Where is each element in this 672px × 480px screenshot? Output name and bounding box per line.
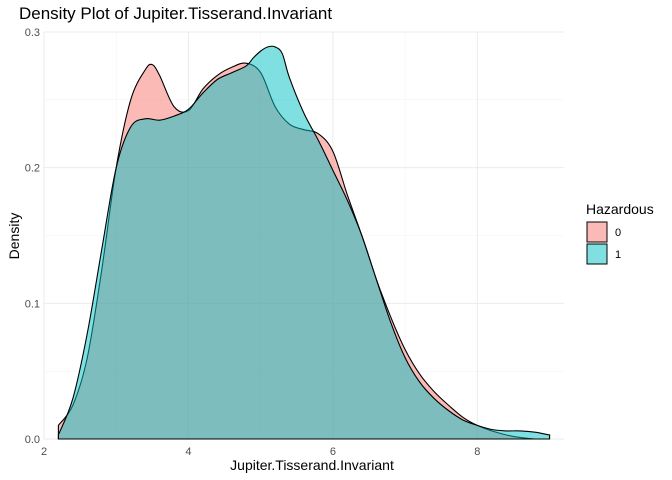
y-tick-label: 0.2 [25, 163, 40, 175]
x-tick-label: 8 [474, 446, 480, 458]
x-tick-label: 2 [41, 446, 47, 458]
x-axis-title: Jupiter.Tisserand.Invariant [230, 457, 394, 473]
legend: Hazardous 0 1 [586, 201, 654, 265]
legend-label-1: 1 [615, 249, 621, 261]
x-tick-label: 6 [330, 446, 336, 458]
legend-swatch-0 [586, 221, 608, 243]
y-tick-label: 0.0 [25, 434, 40, 446]
legend-swatch-1 [586, 243, 608, 265]
x-tick-label: 4 [185, 446, 191, 458]
chart-title: Density Plot of Jupiter.Tisserand.Invari… [19, 4, 332, 23]
tick-labels: 2 4 6 8 0.0 0.1 0.2 0.3 [25, 27, 481, 458]
y-tick-label: 0.3 [25, 27, 40, 39]
legend-title: Hazardous [586, 201, 654, 217]
density-areas [57, 45, 551, 440]
y-tick-label: 0.1 [25, 298, 40, 310]
density-area-1 [57, 45, 551, 440]
legend-label-0: 0 [615, 227, 621, 239]
y-axis-title: Density [6, 213, 22, 260]
